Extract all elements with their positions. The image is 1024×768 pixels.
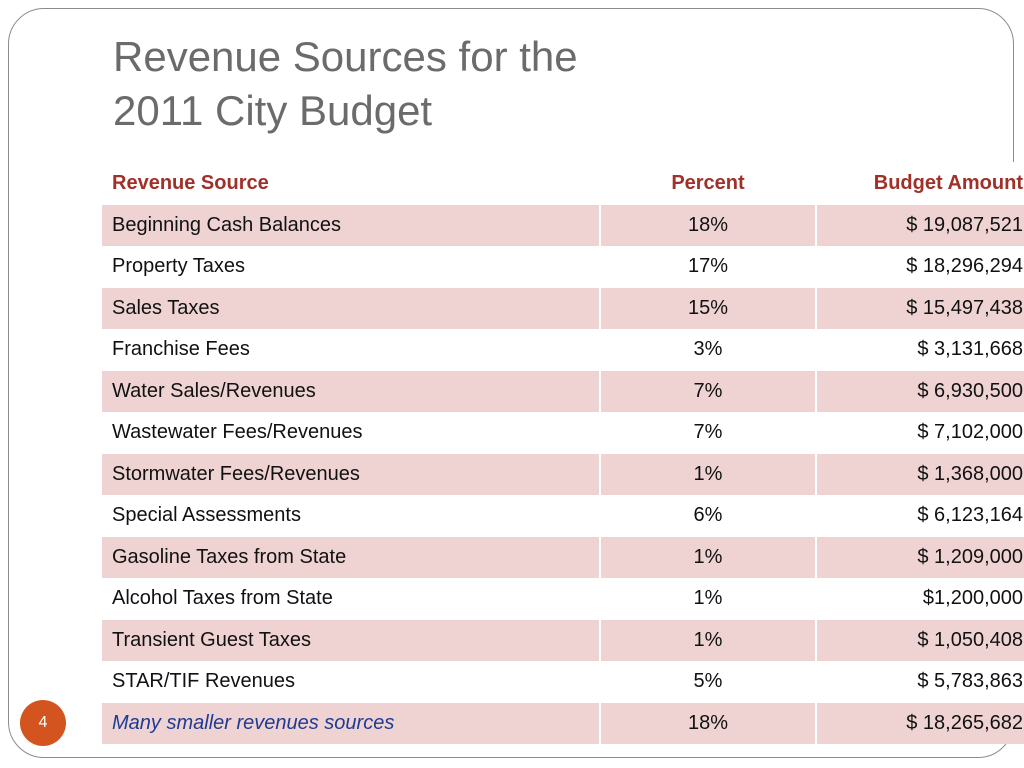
cell-percent: 5% — [599, 661, 816, 703]
header-percent: Percent — [600, 162, 816, 205]
cell-amount: $ 6,930,500 — [815, 370, 1024, 412]
cell-source: Water Sales/Revenues — [102, 370, 600, 412]
table-row: STAR/TIF Revenues 5% $ 5,783,863 — [102, 661, 1024, 703]
cell-amount: $ 1,368,000 — [815, 453, 1024, 495]
slide-title-line-2: 2011 City Budget — [113, 87, 433, 134]
table-header-row: Revenue Source Percent Budget Amount — [102, 162, 1024, 205]
table-row: Many smaller revenues sources 18% $ 18,2… — [102, 702, 1024, 744]
cell-percent: 1% — [599, 578, 816, 620]
cell-percent: 6% — [599, 495, 816, 537]
cell-source: Franchise Fees — [102, 329, 600, 371]
cell-percent: 18% — [599, 702, 816, 744]
cell-source: STAR/TIF Revenues — [102, 661, 600, 703]
cell-percent: 1% — [599, 453, 816, 495]
header-revenue-source: Revenue Source — [102, 162, 600, 205]
table-row: Water Sales/Revenues 7% $ 6,930,500 — [102, 370, 1024, 412]
cell-source: Stormwater Fees/Revenues — [102, 453, 600, 495]
cell-source: Alcohol Taxes from State — [102, 578, 600, 620]
table-row: Property Taxes 17% $ 18,296,294 — [102, 246, 1024, 288]
slide-title-line-1: Revenue Sources for the — [113, 33, 578, 80]
cell-source: Many smaller revenues sources — [102, 702, 600, 744]
cell-source: Gasoline Taxes from State — [102, 536, 600, 578]
cell-source: Beginning Cash Balances — [102, 204, 600, 246]
revenue-table: Revenue Source Percent Budget Amount Beg… — [102, 162, 1024, 744]
cell-source: Special Assessments — [102, 495, 600, 537]
cell-source: Transient Guest Taxes — [102, 619, 600, 661]
cell-amount: $ 1,050,408 — [815, 619, 1024, 661]
cell-amount: $ 6,123,164 — [815, 495, 1024, 537]
cell-amount: $1,200,000 — [815, 578, 1024, 620]
table-row: Sales Taxes 15% $ 15,497,438 — [102, 287, 1024, 329]
table-row: Wastewater Fees/Revenues 7% $ 7,102,000 — [102, 412, 1024, 454]
cell-percent: 7% — [599, 412, 816, 454]
table-row: Gasoline Taxes from State 1% $ 1,209,000 — [102, 536, 1024, 578]
table-row: Stormwater Fees/Revenues 1% $ 1,368,000 — [102, 453, 1024, 495]
cell-amount: $ 15,497,438 — [815, 287, 1024, 329]
cell-amount: $ 5,783,863 — [815, 661, 1024, 703]
cell-source: Property Taxes — [102, 246, 600, 288]
table-row: Transient Guest Taxes 1% $ 1,050,408 — [102, 619, 1024, 661]
table-row: Beginning Cash Balances 18% $ 19,087,521 — [102, 204, 1024, 246]
cell-amount: $ 18,296,294 — [815, 246, 1024, 288]
slide-title: Revenue Sources for the 2011 City Budget — [113, 30, 813, 138]
cell-percent: 1% — [599, 619, 816, 661]
cell-amount: $ 18,265,682 — [815, 702, 1024, 744]
cell-amount: $ 19,087,521 — [815, 204, 1024, 246]
cell-source: Sales Taxes — [102, 287, 600, 329]
table-row: Special Assessments 6% $ 6,123,164 — [102, 495, 1024, 537]
cell-amount: $ 3,131,668 — [815, 329, 1024, 371]
cell-percent: 15% — [599, 287, 816, 329]
cell-percent: 17% — [599, 246, 816, 288]
table-row: Alcohol Taxes from State 1% $1,200,000 — [102, 578, 1024, 620]
cell-source: Wastewater Fees/Revenues — [102, 412, 600, 454]
cell-percent: 1% — [599, 536, 816, 578]
cell-percent: 3% — [599, 329, 816, 371]
cell-amount: $ 7,102,000 — [815, 412, 1024, 454]
cell-amount: $ 1,209,000 — [815, 536, 1024, 578]
cell-percent: 18% — [599, 204, 816, 246]
table-row: Franchise Fees 3% $ 3,131,668 — [102, 329, 1024, 371]
header-budget-amount: Budget Amount — [816, 162, 1024, 205]
cell-percent: 7% — [599, 370, 816, 412]
page-number-badge: 4 — [20, 700, 66, 746]
